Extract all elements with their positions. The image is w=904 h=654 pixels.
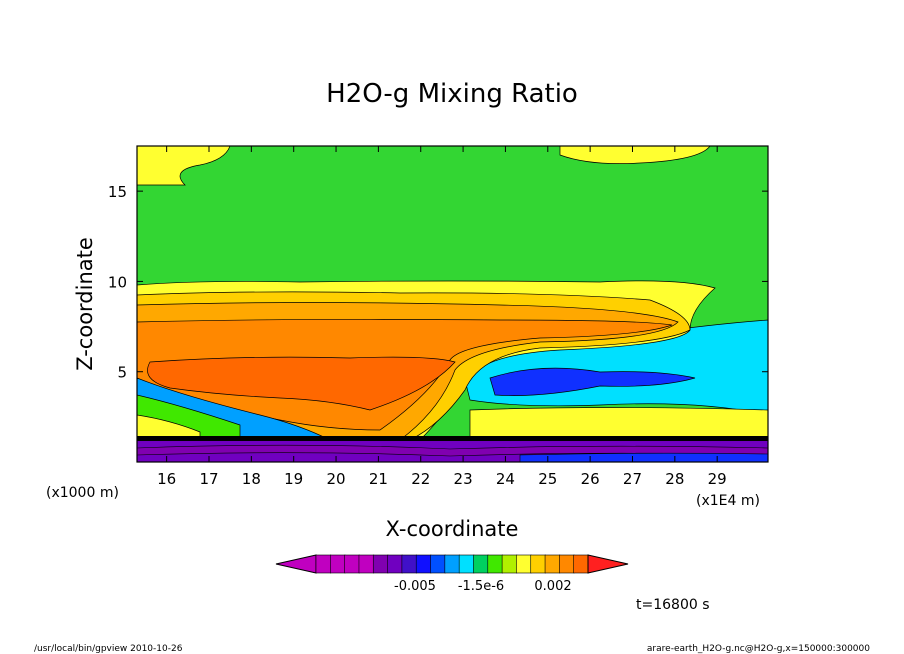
surface-layer-band <box>519 452 768 462</box>
colorbar-label: -1.5e-6 <box>458 579 504 594</box>
x-tick-label: 16 <box>157 470 176 488</box>
colorbar-swatch <box>559 554 575 574</box>
colorbar-swatch <box>473 554 489 574</box>
plot-frame <box>136 145 769 463</box>
colorbar-swatch <box>530 554 546 574</box>
x-axis: 16 17 18 19 20 21 22 23 24 25 26 27 28 29 <box>157 146 727 488</box>
x-axis-label: X-coordinate <box>386 517 519 541</box>
colorbar-label: 0.002 <box>534 579 571 594</box>
contour-region <box>469 407 768 441</box>
colorbar-swatch <box>315 554 332 574</box>
x-tick-label: 17 <box>199 470 218 488</box>
contour-region <box>489 367 696 396</box>
colorbar-swatch <box>516 554 532 574</box>
colorbar-swatch <box>430 554 446 574</box>
contour-region <box>559 146 711 164</box>
y-tick-label: 10 <box>108 273 127 291</box>
colorbar-swatch <box>358 554 375 574</box>
colorbar-label: -0.005 <box>394 579 436 594</box>
x-tick-label: 20 <box>326 470 345 488</box>
colorbar <box>275 554 629 574</box>
x-tick-label: 28 <box>665 470 684 488</box>
colorbar-swatch <box>573 554 589 574</box>
colorbar-labels: -0.005 -1.5e-6 0.002 <box>394 579 572 594</box>
footer-right: arare-earth_H2O-g.nc@H2O-g,x=150000:3000… <box>647 644 870 654</box>
x-tick-label: 24 <box>496 470 515 488</box>
surface-layer-band <box>137 444 768 457</box>
colorbar-swatch <box>387 554 403 574</box>
contour-region <box>137 146 231 186</box>
colorbar-swatch <box>372 554 389 574</box>
y-axis: 5 10 15 <box>108 183 768 382</box>
colorbar-swatch <box>444 554 460 574</box>
plot-area <box>137 146 768 462</box>
colorbar-swatch <box>501 554 518 574</box>
x-tick-label: 19 <box>284 470 303 488</box>
y-unit-note: (x1000 m) <box>46 485 119 501</box>
colorbar-swatch <box>458 554 475 574</box>
x-tick-label: 29 <box>708 470 727 488</box>
x-tick-label: 27 <box>623 470 642 488</box>
contour-band <box>137 436 768 441</box>
colorbar-swatch <box>401 554 418 574</box>
y-axis-label: Z-coordinate <box>73 237 97 371</box>
x-tick-label: 23 <box>454 470 473 488</box>
x-tick-label: 21 <box>369 470 388 488</box>
colorbar-swatch <box>487 554 503 574</box>
x-unit-note: (x1E4 m) <box>696 493 760 509</box>
colorbar-swatch <box>544 554 561 574</box>
y-tick-label: 15 <box>108 183 127 201</box>
x-tick-label: 25 <box>538 470 557 488</box>
colorbar-max-arrow <box>587 554 629 574</box>
colorbar-min-arrow <box>275 554 317 574</box>
contour-region <box>147 356 456 411</box>
colorbar-swatch <box>330 554 346 574</box>
colorbar-swatch <box>415 554 432 574</box>
x-tick-label: 22 <box>411 470 430 488</box>
y-tick-label: 5 <box>117 364 127 382</box>
time-label: t=16800 s <box>636 597 710 613</box>
x-tick-label: 18 <box>242 470 261 488</box>
colorbar-swatch <box>344 554 360 574</box>
footer-left: /usr/local/bin/gpview 2010-10-26 <box>34 644 183 654</box>
chart-title: H2O-g Mixing Ratio <box>326 79 578 109</box>
x-tick-label: 26 <box>581 470 600 488</box>
